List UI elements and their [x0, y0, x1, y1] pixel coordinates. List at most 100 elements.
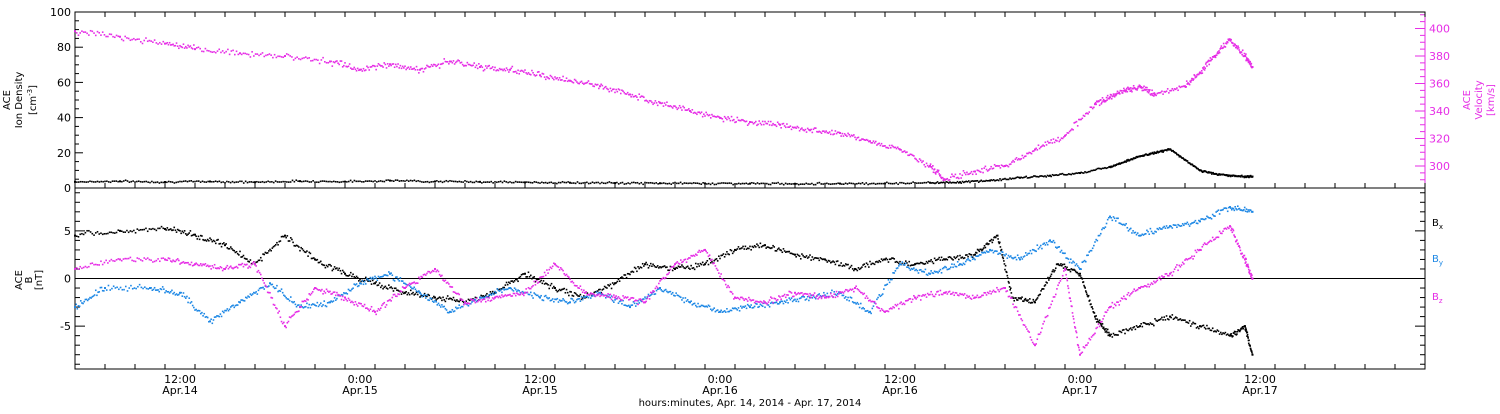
bx-sample — [959, 255, 961, 257]
velocity-sample — [665, 104, 667, 106]
bz-sample — [142, 260, 144, 262]
bz-sample — [732, 293, 734, 295]
bx-sample — [372, 280, 374, 282]
by-sample — [843, 295, 845, 297]
velocity-sample — [357, 68, 359, 70]
by-sample — [220, 313, 222, 315]
bx-sample — [1107, 329, 1109, 331]
velocity-sample — [1123, 88, 1125, 90]
velocity-sample — [453, 60, 455, 62]
bz-sample — [932, 294, 934, 296]
by-sample — [150, 287, 152, 289]
density-sample — [888, 183, 890, 185]
bz-sample — [237, 267, 239, 269]
bx-sample — [516, 279, 518, 281]
velocity-sample — [438, 63, 440, 65]
by-sample — [566, 301, 568, 303]
bz-sample — [214, 264, 216, 266]
bx-sample — [938, 257, 940, 259]
velocity-sample — [248, 54, 250, 56]
by-sample — [1165, 227, 1167, 229]
velocity-sample — [643, 96, 645, 98]
bz-sample — [383, 302, 385, 304]
bx-sample — [1153, 325, 1155, 327]
bx-sample — [733, 251, 735, 253]
bz-sample — [250, 267, 252, 269]
by-sample — [392, 274, 394, 276]
bz-sample — [1068, 287, 1070, 289]
by-point — [1199, 220, 1201, 222]
bx-sample — [893, 258, 895, 260]
by-sample — [396, 276, 398, 278]
bx-sample — [385, 286, 387, 288]
bx-sample — [239, 251, 241, 253]
velocity-sample — [417, 69, 419, 71]
density-sample — [925, 182, 927, 184]
bz-sample — [823, 295, 825, 297]
velocity-sample — [1015, 158, 1017, 160]
density-sample — [205, 181, 207, 183]
bx-point — [344, 273, 346, 275]
velocity-sample — [1020, 158, 1022, 160]
density-sample — [421, 181, 423, 183]
density-sample — [541, 182, 543, 184]
bz-sample — [462, 299, 464, 301]
velocity-sample — [730, 120, 732, 122]
velocity-sample — [795, 127, 797, 129]
velocity-sample — [506, 67, 508, 69]
bx-sample — [179, 230, 181, 232]
bx-sample — [333, 268, 335, 270]
velocity-sample — [344, 62, 346, 64]
bx-sample — [105, 233, 107, 235]
by-sample — [1115, 220, 1117, 222]
velocity-sample — [1151, 93, 1153, 95]
bz-sample — [448, 283, 450, 285]
density-sample — [550, 182, 552, 184]
bz-sample — [610, 294, 612, 296]
bz-sample — [143, 257, 145, 259]
bz-sample — [281, 321, 283, 323]
bz-sample — [341, 299, 343, 301]
velocity-sample — [286, 53, 288, 55]
density-sample — [873, 183, 875, 185]
bx-sample — [1140, 323, 1142, 325]
bx-sample — [1131, 329, 1133, 331]
density-sample — [826, 183, 828, 185]
bx-sample — [1060, 263, 1062, 265]
density-sample — [562, 181, 564, 183]
bz-sample — [580, 285, 582, 287]
velocity-sample — [234, 54, 236, 56]
density-sample — [325, 181, 327, 183]
bz-sample — [893, 307, 895, 309]
bz-sample — [371, 306, 373, 308]
velocity-sample — [835, 130, 837, 132]
bz-sample — [972, 295, 974, 297]
velocity-sample — [1210, 57, 1212, 59]
bx-sample — [514, 280, 516, 282]
bz-sample — [581, 289, 583, 291]
density-point — [1252, 176, 1254, 178]
by-sample — [731, 310, 733, 312]
by-sample — [1234, 206, 1236, 208]
by-sample — [949, 268, 951, 270]
velocity-sample — [1065, 134, 1067, 136]
bz-sample — [613, 294, 615, 296]
by-sample — [450, 311, 452, 313]
bx-sample — [150, 228, 152, 230]
bz-sample — [775, 298, 777, 300]
by-sample — [1075, 265, 1077, 267]
bz-sample — [521, 292, 523, 294]
bx-sample — [337, 269, 339, 271]
density-sample — [337, 181, 339, 183]
density-sample — [556, 183, 558, 185]
velocity-sample — [93, 32, 95, 34]
bz-sample — [325, 292, 327, 294]
density-sample — [415, 180, 417, 182]
bz-sample — [368, 310, 370, 312]
by-sample — [108, 285, 110, 287]
bx-sample — [447, 295, 449, 297]
velocity-sample — [1225, 46, 1227, 48]
density-sample — [262, 181, 264, 183]
velocity-sample — [1206, 65, 1208, 67]
by-sample — [707, 306, 709, 308]
